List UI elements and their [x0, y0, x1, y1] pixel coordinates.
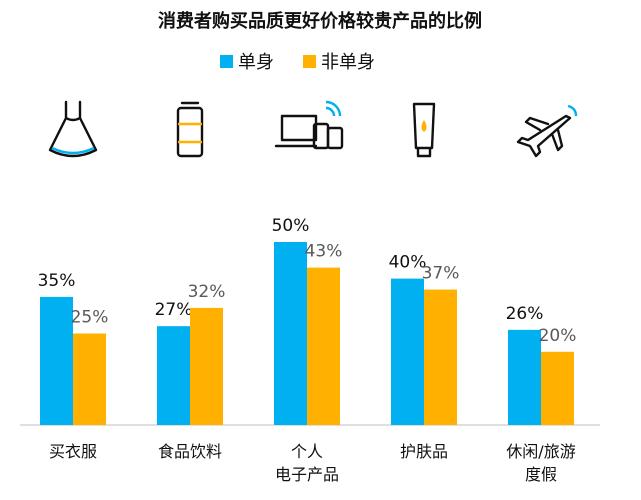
value-label: 32%	[188, 282, 226, 302]
chart-title: 消费者购买品质更好价格较贵产品的比例	[158, 10, 482, 32]
icon-can	[176, 106, 204, 158]
x-tick-label: 休闲/旅游 度假	[506, 442, 576, 484]
bar	[157, 326, 190, 425]
icon-tablet	[326, 126, 344, 150]
x-tick-label: 个人 电子产品	[274, 442, 339, 484]
bar	[40, 296, 73, 425]
value-label: 20%	[539, 326, 577, 346]
bar	[307, 267, 340, 425]
icon-accent	[421, 120, 427, 132]
bar	[424, 289, 457, 425]
bar	[73, 333, 106, 425]
value-label: 25%	[71, 308, 109, 328]
icon-tube	[412, 102, 436, 158]
icon-plane	[516, 114, 572, 158]
bar	[274, 242, 307, 425]
value-label: 27%	[155, 300, 193, 320]
value-label: 26%	[506, 304, 544, 324]
icon-accent	[51, 146, 95, 155]
x-tick-label: 护肤品	[399, 442, 448, 461]
x-tick-label: 买衣服	[48, 442, 97, 461]
icons	[48, 100, 578, 158]
legend-label: 非单身	[321, 52, 375, 73]
value-label: 50%	[272, 216, 310, 236]
bar	[190, 307, 223, 425]
bar	[391, 278, 424, 425]
value-label: 43%	[305, 242, 343, 262]
bar	[541, 351, 574, 425]
x-tick-label: 食品饮料	[157, 442, 222, 461]
icon-laptop	[280, 114, 318, 142]
icon-accent	[325, 100, 342, 117]
value-label: 35%	[38, 271, 76, 291]
bar	[508, 329, 541, 425]
icon-dress	[48, 100, 98, 158]
legend-label: 单身	[238, 52, 274, 73]
legend-swatch	[220, 55, 233, 68]
legend-swatch	[303, 55, 316, 68]
value-label: 37%	[422, 264, 460, 284]
value-label: 40%	[389, 253, 427, 273]
icon-accent	[567, 104, 578, 117]
